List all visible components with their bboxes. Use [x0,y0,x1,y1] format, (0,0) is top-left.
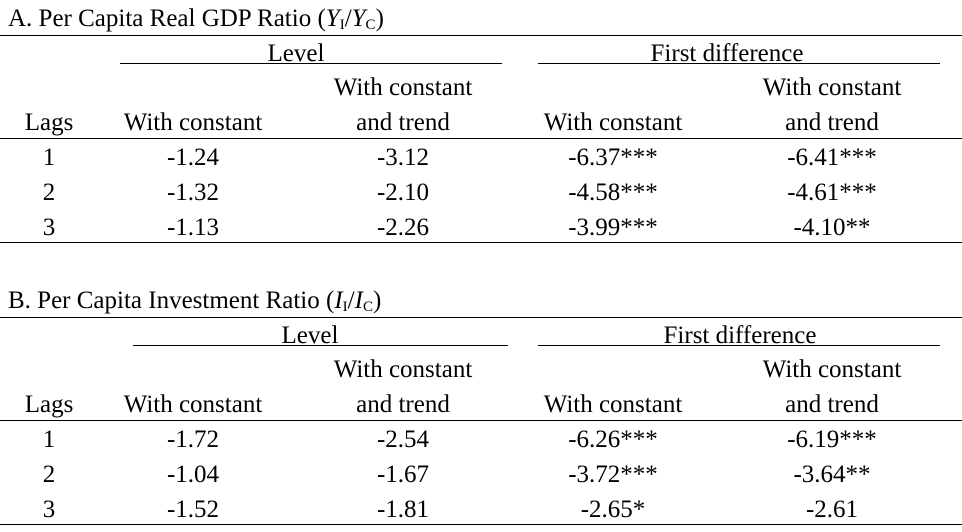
table-cell-fd-ct: -6.41*** [787,144,877,171]
table-cell-lag: 2 [42,179,56,206]
table-cell-fd-ct: -6.19*** [787,426,877,453]
title-prefix: A. Per Capita Real GDP Ratio ( [8,5,326,32]
group-header-first-difference: First difference [650,40,804,67]
header-bottom-rule [0,138,962,139]
bottom-rule [0,242,962,243]
col-header-lags: Lags [24,391,74,418]
bottom-rule [0,524,962,525]
table-cell-fd-ct: -3.64** [793,461,871,488]
ratio-denominator: YC [351,5,376,33]
col-header-level-ct-line2: and trend [356,109,450,136]
table-cell-lag: 3 [42,214,56,241]
table-cell-level-ct: -2.10 [376,179,430,206]
group-header-first-difference: First difference [663,322,817,349]
table-cell-level-c: -1.24 [166,144,220,171]
table-cell-lag: 1 [42,426,56,453]
col-header-level-ct-line1: With constant [333,356,473,383]
col-header-fd-c: With constant [543,391,683,418]
title-suffix: ) [372,287,382,314]
top-rule [0,317,962,318]
table-cell-fd-c: -6.37*** [568,144,658,171]
title-prefix: B. Per Capita Investment Ratio ( [8,287,335,314]
table-cell-level-ct: -2.26 [376,214,430,241]
first-difference-group-rule [538,345,940,346]
table-cell-level-c: -1.13 [166,214,220,241]
title-suffix: ) [375,5,384,32]
level-group-rule [120,63,502,64]
table-cell-fd-ct: -4.10** [793,214,871,241]
table-cell-level-ct: -2.54 [376,426,430,453]
table-cell-level-ct: -3.12 [376,144,430,171]
table-cell-lag: 3 [42,496,56,523]
table-cell-fd-c: -4.58*** [568,179,658,206]
first-difference-group-rule [538,63,940,64]
group-header-level: Level [267,40,325,67]
col-header-level-c: With constant [123,109,263,136]
level-group-rule [133,345,508,346]
table-cell-lag: 1 [42,144,56,171]
top-rule [0,35,962,36]
table-cell-level-ct: -1.81 [376,496,430,523]
table-cell-fd-c: -3.99*** [568,214,658,241]
table-cell-lag: 2 [42,461,56,488]
table-cell-level-c: -1.04 [166,461,220,488]
header-bottom-rule [0,420,962,421]
table-cell-fd-c: -3.72*** [568,461,658,488]
col-header-level-ct-line2: and trend [356,391,450,418]
col-header-fd-ct-line2: and trend [785,109,879,136]
ratio-denominator: IC [354,287,373,315]
table-cell-fd-ct: -2.61 [805,496,859,523]
table-cell-fd-c: -6.26*** [568,426,658,453]
table-cell-level-c: -1.32 [166,179,220,206]
table-cell-level-c: -1.72 [166,426,220,453]
table-cell-level-c: -1.52 [166,496,220,523]
col-header-level-c: With constant [123,391,263,418]
col-header-fd-ct-line2: and trend [785,391,879,418]
col-header-fd-c: With constant [543,109,683,136]
col-header-lags: Lags [24,109,74,136]
col-header-fd-ct-line1: With constant [762,356,902,383]
table-cell-fd-c: -2.65* [580,496,646,523]
col-header-level-ct-line1: With constant [333,74,473,101]
table-cell-fd-ct: -4.61*** [787,179,877,206]
ratio-numerator: YI [325,5,345,33]
group-header-level: Level [281,322,339,349]
table-cell-level-ct: -1.67 [376,461,430,488]
panel-a-title: A. Per Capita Real GDP Ratio (YI/YC) [8,5,384,33]
ratio-numerator: II [334,287,348,315]
panel-b-title: B. Per Capita Investment Ratio (II/IC) [8,287,382,315]
col-header-fd-ct-line1: With constant [762,74,902,101]
